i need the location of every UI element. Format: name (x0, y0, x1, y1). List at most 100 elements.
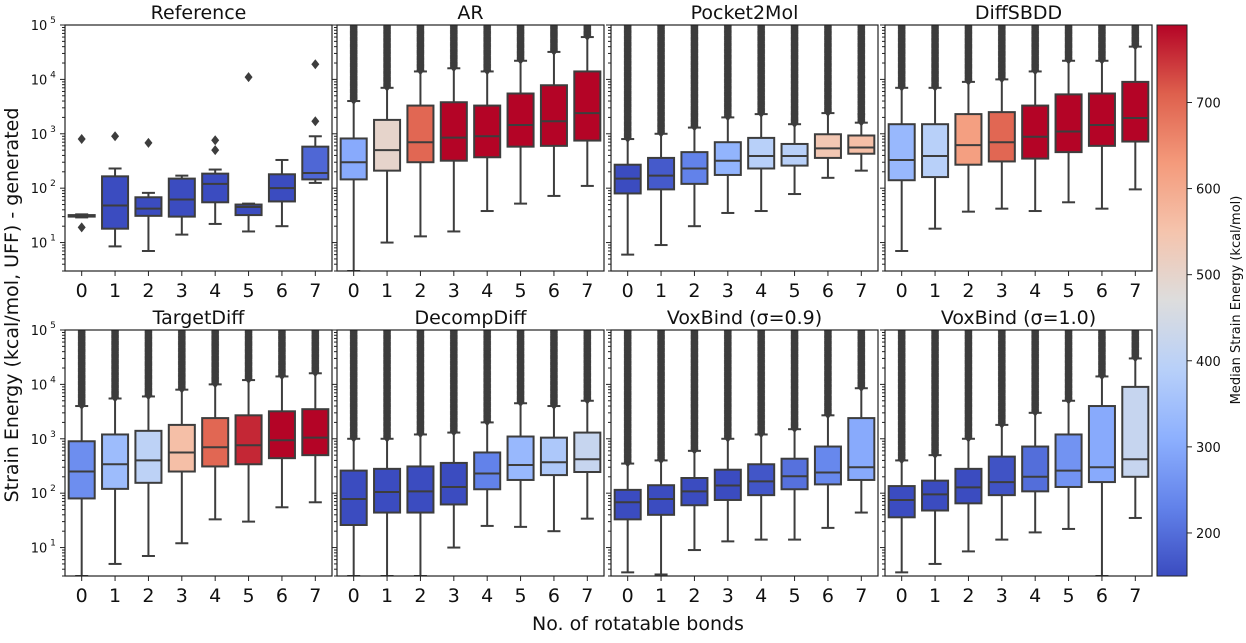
x-tick-label: 7 (1129, 280, 1141, 302)
panel-title: DecompDiff (415, 307, 528, 329)
x-tick-label: 1 (381, 585, 393, 607)
x-tick-label: 5 (1063, 280, 1075, 302)
y-tick-exponent: 2 (50, 179, 56, 189)
y-tick-exponent: 1 (50, 539, 56, 549)
box-iqr (954, 467, 983, 505)
x-tick-label: 0 (622, 585, 634, 607)
box-6 (1087, 330, 1116, 576)
x-tick-label: 6 (276, 280, 288, 302)
x-tick-label: 1 (655, 280, 667, 302)
outlier-marker (827, 25, 829, 26)
box-iqr (713, 141, 742, 176)
box-2 (134, 137, 163, 252)
box-iqr (613, 488, 642, 521)
x-axis-label: No. of rotatable bonds (532, 613, 744, 635)
panel-7: VoxBind (σ=1.0) 0 1 2 3 4 5 6 7 (880, 307, 1153, 607)
x-tick-label: 7 (581, 585, 593, 607)
box-0 (887, 25, 916, 252)
box-6 (813, 330, 842, 529)
box-iqr (1054, 433, 1083, 488)
panel-frame (64, 24, 333, 272)
box-4 (473, 25, 502, 213)
box-iqr (167, 423, 196, 473)
box-7 (301, 330, 330, 504)
outlier-marker (901, 25, 903, 26)
box-1 (101, 131, 130, 248)
box-iqr (747, 136, 776, 170)
box-iqr (1021, 445, 1050, 493)
box-5 (1054, 330, 1083, 530)
outlier-marker (827, 330, 829, 331)
box-iqr (406, 465, 435, 514)
x-tick-label: 3 (996, 280, 1008, 302)
box-iqr (747, 463, 776, 497)
box-1 (373, 330, 402, 576)
y-tick-exponent: 3 (50, 125, 56, 135)
box-2 (134, 330, 163, 557)
x-tick-label: 0 (896, 280, 908, 302)
box-7 (847, 25, 876, 172)
x-tick-label: 0 (348, 280, 360, 302)
box-iqr (406, 104, 435, 164)
box-4 (747, 25, 776, 213)
box-iqr (101, 175, 130, 230)
box-7 (1121, 25, 1150, 191)
x-tick-label: 0 (896, 585, 908, 607)
x-tick-label: 4 (1029, 585, 1041, 607)
box-iqr (439, 461, 468, 506)
box-6 (539, 25, 568, 197)
box-iqr (573, 70, 602, 142)
panel-3: DiffSBDD 0 1 2 3 4 5 6 7 (880, 2, 1153, 302)
x-tick-label: 0 (622, 280, 634, 302)
box-1 (373, 25, 402, 244)
box-iqr (921, 479, 950, 512)
x-tick-label: 2 (688, 585, 700, 607)
panel-2: Pocket2Mol 0 1 2 3 4 5 6 7 (606, 2, 879, 302)
x-tick-label: 2 (688, 280, 700, 302)
x-tick-label: 4 (481, 280, 493, 302)
box-iqr (439, 101, 468, 162)
outlier-marker (353, 330, 355, 331)
outlier-marker (486, 25, 488, 26)
y-tick-label: 10 (31, 324, 48, 339)
outlier-marker (77, 134, 86, 145)
box-iqr (201, 172, 230, 204)
y-tick-exponent: 3 (50, 430, 56, 440)
panel-frame (884, 24, 1153, 272)
outlier-marker (627, 25, 629, 26)
box-7 (847, 330, 876, 514)
outlier-marker (144, 137, 153, 148)
box-iqr (1021, 104, 1050, 160)
box-iqr (1054, 93, 1083, 154)
box-iqr (373, 118, 402, 172)
box-iqr (373, 467, 402, 514)
y-tick-label: 10 (31, 378, 48, 393)
colorbar: 200 300 400 500 600 700 (1156, 24, 1221, 577)
box-iqr (167, 177, 196, 218)
x-tick-label: 2 (142, 585, 154, 607)
box-5 (780, 330, 809, 541)
box-iqr (539, 84, 568, 147)
panel-title: Pocket2Mol (691, 2, 799, 24)
panel-title: AR (457, 2, 483, 24)
y-tick-exponent: 5 (50, 321, 56, 331)
x-tick-label: 2 (962, 280, 974, 302)
box-iqr (847, 417, 876, 481)
panel-frame (336, 329, 605, 577)
x-tick-label: 7 (855, 585, 867, 607)
box-2 (954, 25, 983, 213)
box-4 (1021, 330, 1050, 534)
outlier-marker (281, 330, 283, 331)
colorbar-tick-label: 200 (1196, 527, 1221, 542)
panel-title: DiffSBDD (975, 2, 1062, 24)
box-iqr (101, 433, 130, 490)
outlier-marker (147, 330, 149, 331)
x-tick-label: 5 (243, 585, 255, 607)
box-3 (713, 330, 742, 543)
outlier-marker (934, 330, 936, 331)
outlier-marker (81, 330, 83, 331)
box-3 (713, 25, 742, 214)
